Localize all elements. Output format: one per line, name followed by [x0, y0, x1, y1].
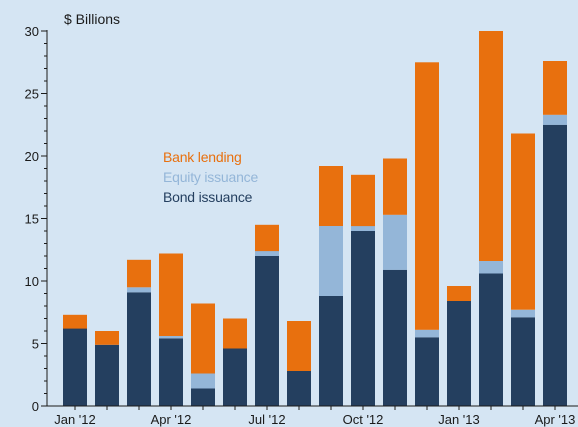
bar-bank-lending-sep-12: [319, 166, 343, 226]
bar-bond-issuance-sep-12: [319, 296, 343, 406]
y-tick-label: 30: [25, 24, 39, 39]
bars-group: [63, 31, 567, 407]
bar-bond-issuance-feb-12: [95, 344, 119, 407]
y-tick-label: 0: [32, 399, 39, 414]
bar-bank-lending-feb-12: [95, 331, 119, 345]
bar-bank-lending-may-12: [191, 303, 215, 374]
x-tick-label: Apr '12: [151, 412, 192, 427]
bar-equity-issuance-mar-12: [127, 287, 151, 293]
legend-item-bank-lending: Bank lending: [163, 149, 242, 165]
y-tick-label: 5: [32, 337, 39, 352]
axes-group: 0 5 10 15 20 25 30 Jan '12 Apr '12 Jul '12 Oct '12…: [25, 24, 578, 427]
bar-equity-issuance-dec-12: [415, 329, 439, 338]
bar-bank-lending-jan-12: [63, 314, 87, 329]
y-tick-label: 20: [25, 149, 39, 164]
bar-bank-lending-mar-13: [511, 133, 535, 310]
bar-equity-issuance-jul-12: [255, 251, 279, 256]
x-tick-label: Jan '13: [438, 412, 480, 427]
bar-bank-lending-dec-12: [415, 62, 439, 330]
bar-bond-issuance-mar-12: [127, 292, 151, 407]
bar-equity-issuance-may-12: [191, 373, 215, 389]
y-tick-label: 10: [25, 274, 39, 289]
legend-item-equity-issuance: Equity issuance: [163, 169, 258, 185]
bar-bond-issuance-jan-12: [63, 328, 87, 406]
bar-bond-issuance-jul-12: [255, 256, 279, 406]
bar-equity-issuance-apr-12: [159, 336, 183, 339]
x-tick-label: Jan '12: [54, 412, 96, 427]
bar-bond-issuance-mar-13: [511, 317, 535, 407]
bar-bond-issuance-aug-12: [287, 371, 311, 406]
x-tick-label: Apr '13: [535, 412, 576, 427]
bar-equity-issuance-sep-12: [319, 226, 343, 296]
bar-equity-issuance-apr-13: [543, 114, 567, 125]
bar-bond-issuance-nov-12: [383, 269, 407, 407]
bar-bond-issuance-dec-12: [415, 337, 439, 407]
bar-equity-issuance-nov-12: [383, 214, 407, 270]
y-tick-label: 25: [25, 87, 39, 102]
bar-bank-lending-feb-13: [479, 31, 503, 261]
bar-bond-issuance-apr-12: [159, 338, 183, 406]
bar-bank-lending-oct-12: [351, 174, 375, 227]
bar-bank-lending-jan-13: [447, 286, 471, 301]
bar-bond-issuance-jun-12: [223, 348, 247, 406]
bar-bank-lending-apr-12: [159, 253, 183, 336]
y-tick-label: 15: [25, 212, 39, 227]
bar-bond-issuance-may-12: [191, 388, 215, 406]
x-tick-label: Jul '12: [248, 412, 285, 427]
bar-bond-issuance-feb-13: [479, 273, 503, 406]
bar-equity-issuance-feb-13: [479, 261, 503, 274]
y-unit-label: $ Billions: [64, 11, 120, 27]
bar-bond-issuance-oct-12: [351, 231, 375, 406]
legend-item-bond-issuance: Bond issuance: [163, 189, 253, 205]
bar-bank-lending-nov-12: [383, 158, 407, 215]
bar-bank-lending-jul-12: [255, 224, 279, 252]
legend: Bank lending Equity issuance Bond issuance: [163, 149, 259, 205]
bar-bank-lending-jun-12: [223, 318, 247, 349]
x-tick-label: Oct '12: [343, 412, 384, 427]
bar-bond-issuance-apr-13: [543, 124, 567, 407]
bar-equity-issuance-oct-12: [351, 226, 375, 231]
bar-equity-issuance-mar-13: [511, 309, 535, 318]
bar-bond-issuance-jan-13: [447, 301, 471, 406]
bar-bank-lending-apr-13: [543, 61, 567, 115]
bar-bank-lending-aug-12: [287, 321, 311, 371]
bar-bank-lending-mar-12: [127, 259, 151, 288]
